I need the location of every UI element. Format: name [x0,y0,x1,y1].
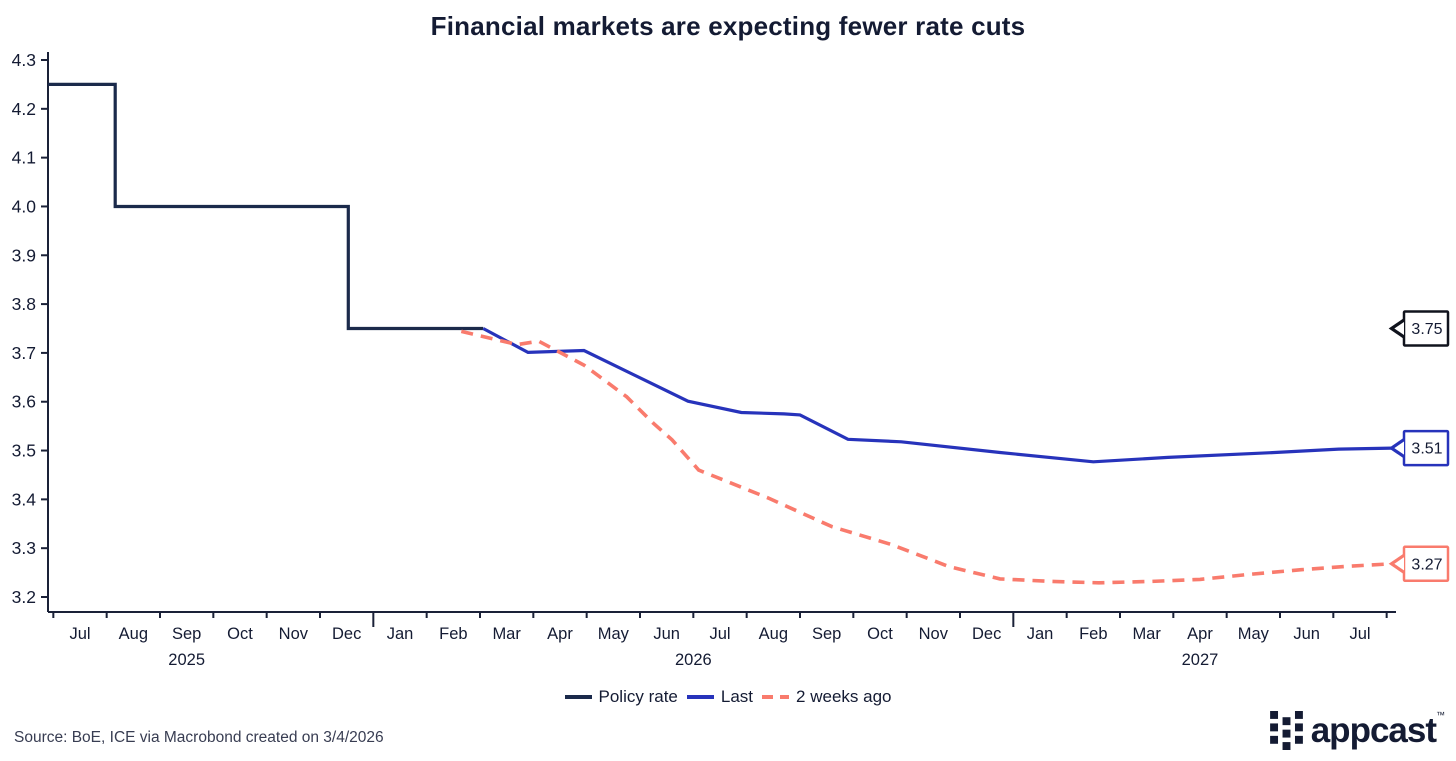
source-note: Source: BoE, ICE via Macrobond created o… [14,729,384,746]
policy-rate-line-swatch-icon [564,695,592,699]
trademark-symbol: ™ [1436,710,1445,720]
callout-3-75: 3.75 [1388,310,1450,347]
x-axis-month-label: Apr [547,625,573,643]
x-axis-month-label: Nov [279,625,309,643]
y-axis-tick-label: 3.3 [12,538,36,558]
y-axis-tick-label: 3.8 [12,294,36,314]
chart-legend: Policy rate Last 2 weeks ago [0,687,1456,707]
legend-item-2-weeks-ago: 2 weeks ago [762,687,891,707]
x-axis-month-label: Mar [492,625,521,643]
x-axis-month-label: Mar [1132,625,1161,643]
callout-3-51: 3.51 [1388,429,1450,467]
x-axis-month-label: Nov [919,625,949,643]
chart-title: Financial markets are expecting fewer ra… [430,11,1026,41]
legend-label: Last [720,687,754,706]
y-axis: 4.3 4.2 4.1 4.0 3.9 3.8 3.7 3.6 3.5 3.4 3.3 3.2 [12,50,49,612]
x-axis-month-label: Jan [387,625,414,643]
x-axis-month-label: Jun [1293,625,1320,643]
legend-label: 2 weeks ago [796,687,892,706]
y-axis-tick-label: 3.7 [12,343,36,363]
y-axis-tick-label: 3.6 [12,392,36,412]
x-axis-month-label: Oct [227,625,253,643]
x-axis-month-label: Feb [439,625,467,643]
x-axis-month-label: Jul [709,625,730,643]
two-weeks-ago-dashed-swatch-icon [762,695,790,699]
callout-3-27: 3.27 [1388,545,1450,583]
x-axis-year-label: 2025 [168,651,205,669]
x-axis-month-label: Dec [332,625,361,643]
x-axis-month-label: May [1238,625,1270,643]
appcast-logo-wordmark: appcast™ [1310,710,1445,750]
x-axis-month-label: Aug [119,625,148,643]
x-axis-month-label: Apr [1187,625,1213,643]
rate-cuts-line-chart: 4.3 4.2 4.1 4.0 3.9 3.8 3.7 3.6 3.5 3.4 3.3 3.2 Jul A… [12,50,1450,669]
y-axis-tick-label: 4.3 [12,50,36,70]
callout-value-label: 3.27 [1411,556,1442,573]
series-policy-rate-line [48,82,484,331]
y-axis-tick-label: 3.9 [12,245,36,265]
x-axis-month-label: Dec [972,625,1001,643]
x-axis-month-label: Jul [69,625,90,643]
x-axis-month-label: Aug [759,625,788,643]
y-axis-tick-label: 3.5 [12,441,36,461]
legend-item-policy-rate: Policy rate [564,687,678,707]
y-axis-tick-label: 3.4 [12,489,37,509]
callout-value-label: 3.75 [1411,321,1442,338]
x-axis-month-label: Jul [1349,625,1370,643]
series-2-weeks-ago-line [460,329,1393,585]
x-axis-month-label: Oct [867,625,893,643]
appcast-logo-dots-icon [1269,711,1303,750]
x-axis-month-label: May [598,625,630,643]
y-axis-tick-label: 3.2 [12,587,36,607]
appcast-logo: appcast™ [1269,710,1445,750]
y-axis-tick-label: 4.1 [12,148,36,168]
last-line-swatch-icon [686,695,714,699]
x-axis-month-label: Sep [812,625,841,643]
series-last-line [482,327,1393,464]
x-axis-month-label: Jun [653,625,680,643]
y-axis-tick-label: 4.0 [12,196,37,216]
legend-item-last: Last [686,687,754,707]
x-axis: Jul Aug Sep Oct Nov Dec Jan Feb Mar Apr May Jun Jul A… [48,611,1396,669]
x-axis-month-label: Sep [172,625,201,643]
legend-label: Policy rate [598,687,678,706]
x-axis-month-label: Jan [1027,625,1054,643]
callout-value-label: 3.51 [1411,441,1442,458]
x-axis-month-label: Feb [1079,625,1107,643]
y-axis-tick-label: 4.2 [12,99,36,119]
x-axis-year-label: 2026 [675,651,712,669]
x-axis-year-label: 2027 [1182,651,1219,669]
